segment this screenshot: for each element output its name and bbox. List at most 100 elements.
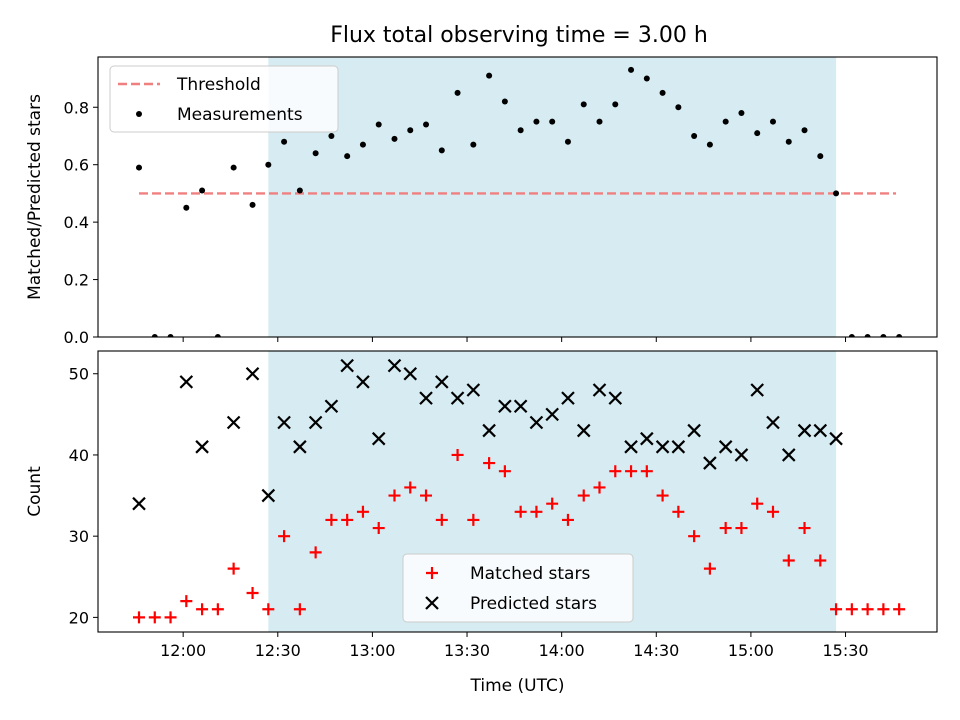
measurement-point — [848, 334, 855, 337]
matched-stars-point — [293, 603, 306, 616]
predicted-stars-point — [435, 375, 449, 389]
matched-stars-point — [735, 522, 748, 535]
top-panel: 0.0 0.2 0.4 0.6 0.8 Matched/Predicted stars Th… — [25, 56, 938, 347]
predicted-stars-point — [671, 440, 686, 454]
measurement-point — [754, 130, 761, 137]
predicted-stars-point — [545, 407, 559, 422]
y-tick-label: 0.6 — [64, 156, 89, 175]
matched-stars-point — [246, 587, 259, 600]
predicted-stars-point — [576, 423, 591, 438]
legend-predicted-label: Predicted stars — [470, 594, 597, 614]
y-tick-label: 0.0 — [64, 328, 89, 347]
measurement-point — [344, 153, 351, 160]
matched-stars-point — [262, 603, 275, 616]
matched-stars-point — [435, 513, 448, 526]
predicted-stars-point — [226, 415, 241, 430]
matched-stars-point — [814, 554, 827, 567]
measurement-point — [151, 334, 158, 337]
measurement-point — [423, 121, 430, 128]
top-axes-frame — [97, 56, 938, 338]
matched-stars-point — [609, 465, 622, 478]
predicted-stars-point — [687, 423, 701, 438]
measurement-point — [864, 334, 871, 337]
measurement-point — [801, 127, 808, 134]
matched-stars-point — [164, 611, 177, 624]
matched-stars-point — [388, 489, 401, 502]
predicted-stars-point — [655, 440, 670, 454]
measurement-point — [580, 101, 587, 108]
y-tick-label: 0.2 — [64, 271, 89, 290]
legend-measurements-swatch — [136, 111, 142, 117]
measurement-point — [833, 190, 840, 197]
predicted-stars-point — [308, 415, 323, 430]
measurement-point — [167, 334, 174, 337]
measurement-point — [454, 89, 461, 96]
matched-stars-point — [593, 481, 606, 494]
matched-stars-point — [577, 489, 590, 502]
matched-stars-point — [798, 522, 811, 535]
matched-stars-point — [451, 448, 464, 461]
measurement-point — [296, 187, 303, 194]
predicted-stars-point — [529, 415, 544, 430]
y-tick-label: 40 — [69, 446, 89, 465]
matched-stars-point — [278, 530, 291, 543]
matched-stars-point — [830, 603, 843, 616]
predicted-stars-point — [734, 448, 749, 462]
predicted-stars-point — [813, 423, 828, 438]
x-tick-label: 13:30 — [444, 641, 490, 660]
predicted-stars-point — [261, 488, 276, 503]
y-tick-label: 0.4 — [64, 213, 89, 232]
matched-stars-point — [640, 465, 653, 478]
predicted-stars-point — [371, 431, 386, 446]
predicted-stars-point — [179, 375, 194, 389]
predicted-stars-point — [781, 448, 796, 462]
predicted-stars-point — [829, 431, 843, 446]
matched-stars-point — [561, 513, 574, 526]
measurement-point — [136, 164, 143, 171]
observing-window-band — [268, 57, 837, 337]
matched-stars-point — [861, 603, 874, 616]
series-matched-stars — [133, 448, 906, 624]
matched-stars-point — [845, 603, 858, 616]
predicted-stars-point — [324, 399, 339, 414]
predicted-stars-point — [797, 423, 812, 438]
measurement-point — [328, 132, 335, 139]
legend-matched-label: Matched stars — [470, 564, 590, 584]
predicted-stars-point — [640, 431, 654, 446]
measurement-point — [628, 66, 635, 73]
predicted-stars-point — [466, 383, 481, 397]
measurement-point — [407, 127, 414, 134]
measurement-point — [438, 147, 445, 154]
matched-stars-point — [498, 465, 511, 478]
legend-matched-swatch — [426, 567, 438, 579]
matched-stars-point — [483, 457, 496, 470]
measurement-point — [769, 118, 776, 125]
matched-stars-point — [404, 481, 417, 494]
matched-stars-point — [703, 562, 716, 575]
measurement-point — [896, 334, 903, 337]
series-predicted-stars — [132, 358, 843, 511]
predicted-stars-point — [387, 358, 402, 373]
measurement-point — [391, 135, 398, 142]
measurement-point — [183, 204, 190, 211]
predicted-stars-point — [450, 391, 465, 405]
measurement-point — [230, 164, 237, 171]
matched-stars-point — [196, 603, 209, 616]
bottom-axes-frame — [97, 350, 938, 633]
legend-predicted-swatch — [425, 596, 439, 610]
measurement-point — [817, 153, 824, 160]
measurement-point — [470, 141, 477, 148]
predicted-stars-point — [608, 391, 623, 405]
matched-stars-point — [372, 522, 385, 535]
matched-stars-point — [766, 505, 779, 518]
y-axis-label: Matched/Predicted stars — [25, 94, 45, 300]
x-tick-label: 13:00 — [349, 641, 395, 660]
measurement-point — [675, 104, 682, 111]
top-plot-area — [136, 57, 903, 337]
x-tick-label: 14:30 — [633, 641, 679, 660]
predicted-stars-point — [513, 399, 528, 414]
matched-stars-point — [719, 522, 732, 535]
measurement-point — [375, 121, 382, 128]
measurement-point — [501, 98, 508, 105]
predicted-stars-point — [132, 496, 146, 511]
